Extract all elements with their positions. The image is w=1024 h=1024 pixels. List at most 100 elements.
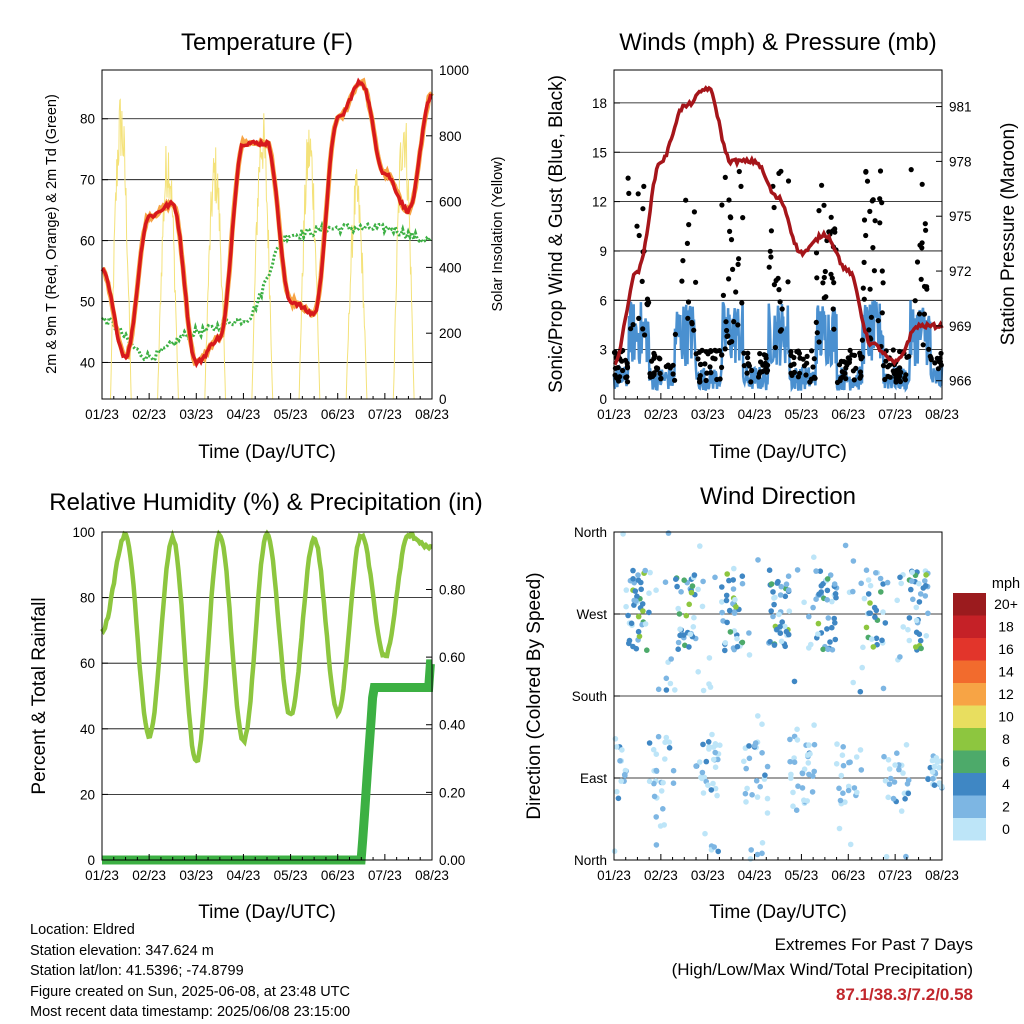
direction-point <box>791 678 798 685</box>
legend-label: 10 <box>998 709 1014 725</box>
direction-point <box>712 764 719 770</box>
direction-point <box>923 633 930 639</box>
gust-point <box>777 299 783 305</box>
gust-point <box>810 364 816 370</box>
gust-point <box>672 331 679 337</box>
direction-point <box>655 733 662 740</box>
direction-point <box>613 744 620 750</box>
direction-ylabel: Direction (Colored By Speed) <box>524 572 545 819</box>
legend-label: 12 <box>998 686 1014 702</box>
temp-xtick-label: 06/23 <box>321 407 355 422</box>
direction-point <box>764 810 771 816</box>
direction-point <box>622 772 628 779</box>
direction-point <box>829 647 836 653</box>
direction-point <box>857 688 864 695</box>
direction-point <box>766 567 773 573</box>
gust-point <box>724 327 730 334</box>
direction-point <box>785 573 792 579</box>
direction-point <box>614 788 620 795</box>
direction-point <box>805 760 812 766</box>
winds-ytick-label: 9 <box>599 244 607 259</box>
direction-point <box>759 840 766 846</box>
gust-point <box>642 332 648 338</box>
solar-insolation-line <box>345 169 368 400</box>
direction-point <box>712 574 718 581</box>
gust-point <box>672 377 678 383</box>
direction-point <box>651 793 658 800</box>
direction-point <box>878 589 884 595</box>
direction-point <box>918 645 924 652</box>
gust-point <box>823 294 829 300</box>
legend-label: 8 <box>1002 731 1010 747</box>
direction-point <box>905 626 911 633</box>
direction-point <box>886 766 893 772</box>
gust-point <box>623 374 629 381</box>
gust-point <box>846 359 853 365</box>
direction-point <box>793 807 800 813</box>
humidity-xtick-label: 01/23 <box>85 868 119 883</box>
direction-point <box>764 795 771 802</box>
humidity-xtick-label: 05/23 <box>274 868 308 883</box>
direction-point <box>676 611 683 617</box>
gust-point <box>640 326 646 332</box>
direction-point <box>666 739 673 745</box>
gust-point <box>872 218 878 224</box>
direction-point <box>831 615 837 622</box>
temp-xtick-label: 04/23 <box>227 407 261 422</box>
direction-point <box>661 822 667 828</box>
direction-xtick-label: 02/23 <box>644 868 678 883</box>
direction-point <box>662 579 669 585</box>
direction-point <box>806 613 812 620</box>
solar-insolation-line <box>157 145 179 400</box>
direction-point <box>688 589 695 596</box>
direction-point <box>866 610 872 616</box>
direction-point <box>906 637 913 644</box>
direction-point <box>746 630 752 636</box>
direction-point <box>710 756 717 763</box>
direction-point <box>755 713 761 719</box>
direction-point <box>752 740 759 746</box>
direction-point <box>801 766 808 772</box>
direction-point <box>619 747 625 753</box>
direction-point <box>884 579 891 586</box>
gust-point <box>819 182 825 188</box>
direction-point <box>908 586 914 593</box>
humidity-xtick-label: 03/23 <box>179 868 213 883</box>
direction-point <box>686 601 692 608</box>
humidity-ytick-label: 40 <box>80 722 95 737</box>
direction-point <box>719 599 725 605</box>
humidity-xtick-label: 06/23 <box>321 868 355 883</box>
gust-point <box>918 276 924 282</box>
gust-point <box>719 364 725 370</box>
humidity-y2tick-label: 0.40 <box>439 718 465 733</box>
temperature-9m-line <box>101 77 434 367</box>
direction-point <box>845 783 852 790</box>
winds-ytick-label: 3 <box>599 343 607 358</box>
direction-point <box>771 601 777 608</box>
direction-point <box>877 575 884 582</box>
humidity-y2tick-label: 0.80 <box>439 582 465 597</box>
dewpoint-line <box>100 220 433 363</box>
direction-point <box>691 572 698 578</box>
gust-point <box>686 222 692 228</box>
direction-point <box>768 581 775 587</box>
direction-point <box>873 635 880 642</box>
gust-point <box>821 274 827 281</box>
direction-point <box>770 589 776 595</box>
direction-point <box>842 542 849 549</box>
direction-point <box>863 624 870 631</box>
direction-point <box>847 759 853 765</box>
gust-point <box>932 360 938 366</box>
direction-point <box>754 794 761 800</box>
direction-point <box>917 591 924 597</box>
direction-point <box>827 639 833 645</box>
gust-point <box>726 340 733 346</box>
legend-swatch <box>953 795 986 818</box>
direction-point <box>632 588 639 594</box>
direction-point <box>689 583 696 589</box>
gust-point <box>703 377 709 384</box>
gust-point <box>720 292 727 298</box>
solar-ylabel: Solar Insolation (Yellow) <box>490 156 506 311</box>
figure-created: Figure created on Sun, 2025-06-08, at 23… <box>30 983 350 1000</box>
